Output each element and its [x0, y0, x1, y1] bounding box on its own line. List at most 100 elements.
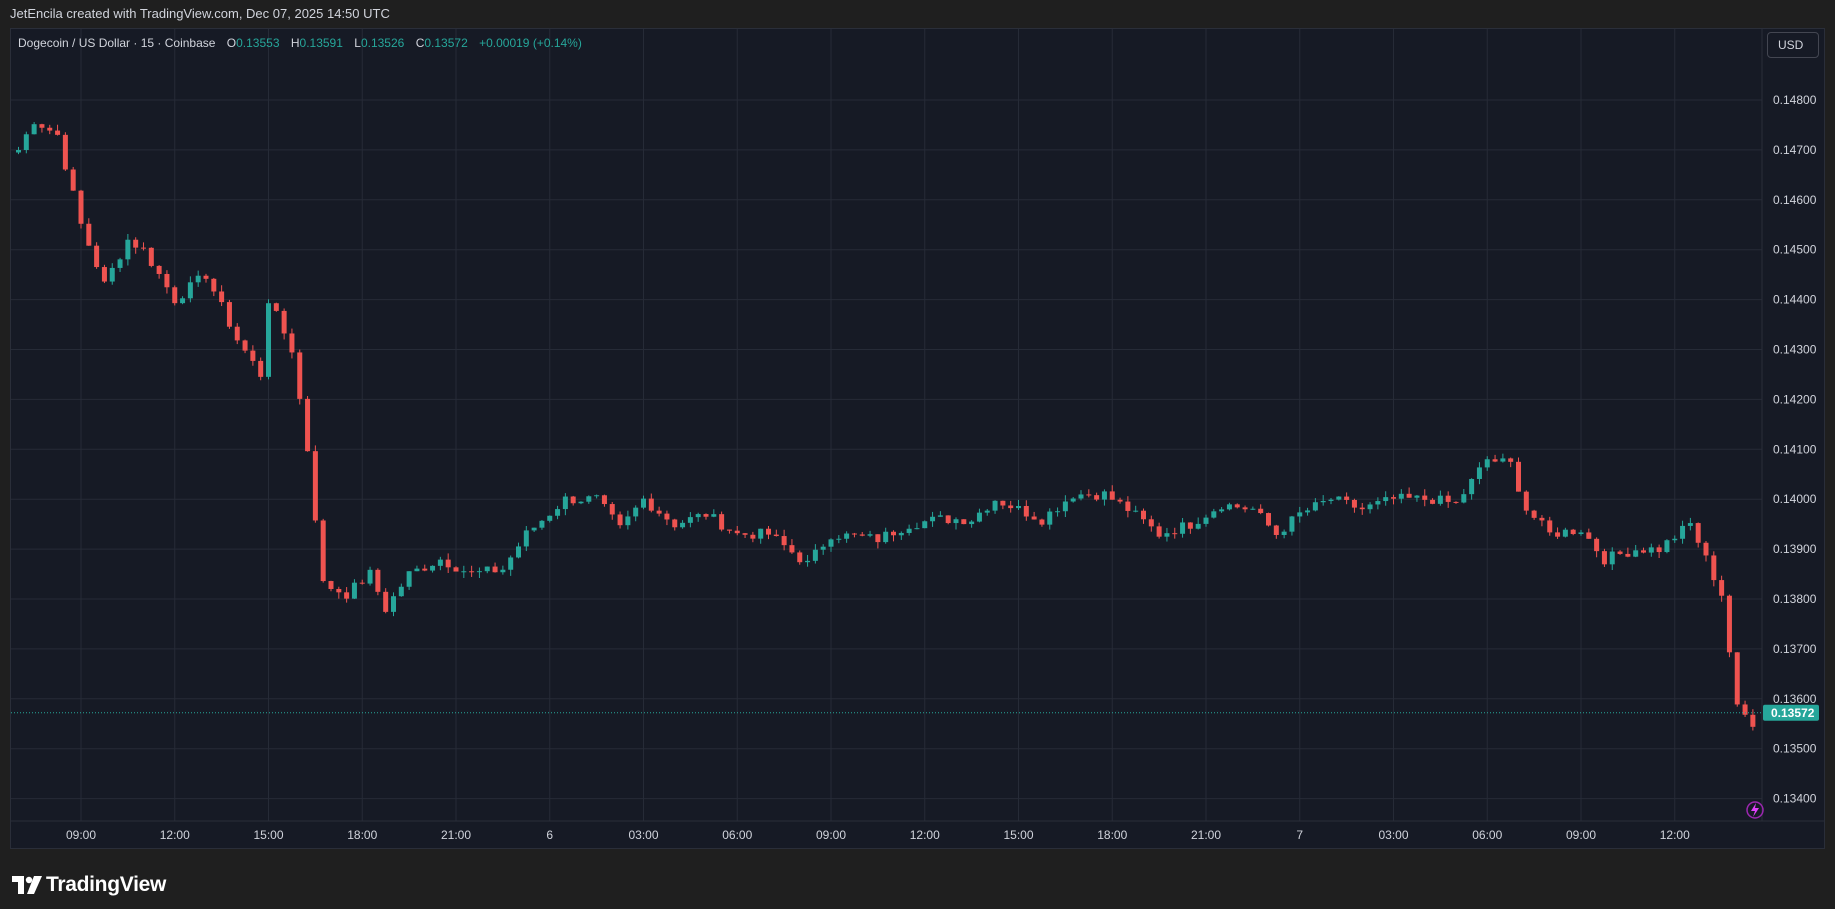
- candle-body: [1203, 517, 1209, 524]
- candle-body: [836, 538, 842, 540]
- x-tick-label: 03:00: [628, 828, 658, 842]
- y-tick-label: 0.13400: [1773, 792, 1817, 806]
- candle-body: [1328, 499, 1334, 501]
- candle-body: [1273, 525, 1279, 535]
- y-tick-label: 0.14000: [1773, 492, 1817, 506]
- candle-body: [867, 534, 873, 536]
- candle-body: [211, 278, 217, 292]
- candle-body: [1492, 459, 1498, 462]
- close-value: 0.13572: [424, 36, 468, 50]
- candle-body: [117, 259, 123, 268]
- candle-body: [1719, 580, 1725, 596]
- candle-body: [875, 534, 881, 543]
- last-price-label: 0.13572: [1771, 706, 1815, 720]
- candle-body: [1000, 500, 1006, 506]
- x-tick-label: 09:00: [816, 828, 846, 842]
- candle-body: [531, 527, 537, 531]
- last-price-badge: [1763, 704, 1819, 721]
- candle-body: [633, 507, 639, 517]
- y-tick-label: 0.13700: [1773, 642, 1817, 656]
- x-tick-label: 15:00: [253, 828, 283, 842]
- currency-button[interactable]: USD: [1767, 32, 1819, 58]
- x-tick-label: 21:00: [441, 828, 471, 842]
- candle-body: [1133, 510, 1139, 512]
- candle-body: [266, 303, 271, 377]
- candle-body: [312, 451, 318, 521]
- candle-body: [1383, 497, 1389, 502]
- candle-body: [1344, 496, 1350, 500]
- candle-body: [648, 498, 654, 511]
- open-label: O: [226, 36, 237, 50]
- candle-body: [1398, 493, 1404, 499]
- y-tick-label: 0.14100: [1773, 442, 1817, 456]
- candle-body: [1094, 495, 1100, 500]
- candle-body: [1367, 504, 1373, 510]
- y-tick-label: 0.14300: [1773, 343, 1817, 357]
- candle-body: [1117, 499, 1123, 502]
- candle-body: [461, 571, 467, 573]
- y-tick-label: 0.14200: [1773, 392, 1817, 406]
- candle-body: [1578, 532, 1584, 535]
- y-tick-label: 0.14700: [1773, 143, 1817, 157]
- symbol-title[interactable]: Dogecoin / US Dollar · 15 · Coinbase: [18, 36, 216, 50]
- candle-body: [55, 130, 61, 135]
- candle-body: [1523, 491, 1529, 511]
- candle-body: [1562, 529, 1568, 537]
- candle-body: [62, 134, 68, 170]
- candle-body: [562, 496, 568, 510]
- candle-body: [1062, 501, 1068, 512]
- tradingview-logo[interactable]: TradingView: [12, 870, 166, 900]
- candle-body: [641, 498, 646, 508]
- candle-body: [148, 247, 154, 266]
- candle-body: [601, 495, 607, 505]
- candle-body: [687, 517, 693, 523]
- candle-body: [1734, 652, 1740, 705]
- candle-body: [328, 581, 334, 589]
- candle-body: [1570, 529, 1576, 535]
- x-tick-label: 15:00: [1003, 828, 1033, 842]
- candle-body: [101, 267, 107, 282]
- change-value: +0.00019 (+0.14%): [479, 36, 582, 50]
- x-tick-label: 12:00: [910, 828, 940, 842]
- candle-body: [1031, 516, 1037, 520]
- candle-body: [86, 223, 92, 246]
- candle-body: [109, 267, 115, 282]
- x-tick-label: 12:00: [160, 828, 190, 842]
- candle-body: [976, 512, 982, 522]
- candle-body: [766, 528, 771, 535]
- candle-body: [1430, 499, 1436, 504]
- candle-body: [508, 557, 514, 570]
- candle-body: [1219, 509, 1225, 512]
- candle-body: [141, 247, 146, 249]
- candlestick-chart[interactable]: 0.14800 0.14700 0.14600 0.14500 0.14400 0.143…: [0, 0, 1835, 860]
- candle-body: [617, 514, 623, 526]
- candle-body: [1359, 507, 1365, 510]
- candle-body: [937, 515, 943, 517]
- low-value: 0.13526: [360, 36, 405, 50]
- chart-pane[interactable]: [10, 28, 1825, 849]
- alert-lightning-icon[interactable]: [1744, 799, 1766, 821]
- candle-body: [1336, 496, 1342, 500]
- candle-body: [226, 302, 232, 327]
- candle-body: [726, 529, 732, 531]
- candle-body: [375, 569, 381, 592]
- candle-body: [31, 124, 37, 135]
- candle-body: [476, 571, 482, 573]
- candle-body: [484, 566, 490, 572]
- candle-body: [703, 514, 709, 517]
- candle-body: [273, 303, 279, 311]
- y-tick-label: 0.13900: [1773, 542, 1817, 556]
- candle-body: [430, 565, 436, 571]
- candle-body: [1422, 495, 1428, 500]
- candle-body: [469, 571, 475, 573]
- candle-body: [437, 559, 443, 566]
- candle-body: [398, 586, 404, 597]
- candle-body: [812, 549, 818, 561]
- symbol-legend: Dogecoin / US Dollar · 15 · Coinbase O 0.…: [18, 34, 582, 52]
- x-tick-label: 7: [1296, 828, 1303, 842]
- candle-body: [125, 239, 131, 260]
- candle-body: [156, 265, 162, 274]
- low-label: L: [354, 36, 361, 50]
- close-label: C: [415, 36, 425, 50]
- candle-body: [1320, 500, 1326, 503]
